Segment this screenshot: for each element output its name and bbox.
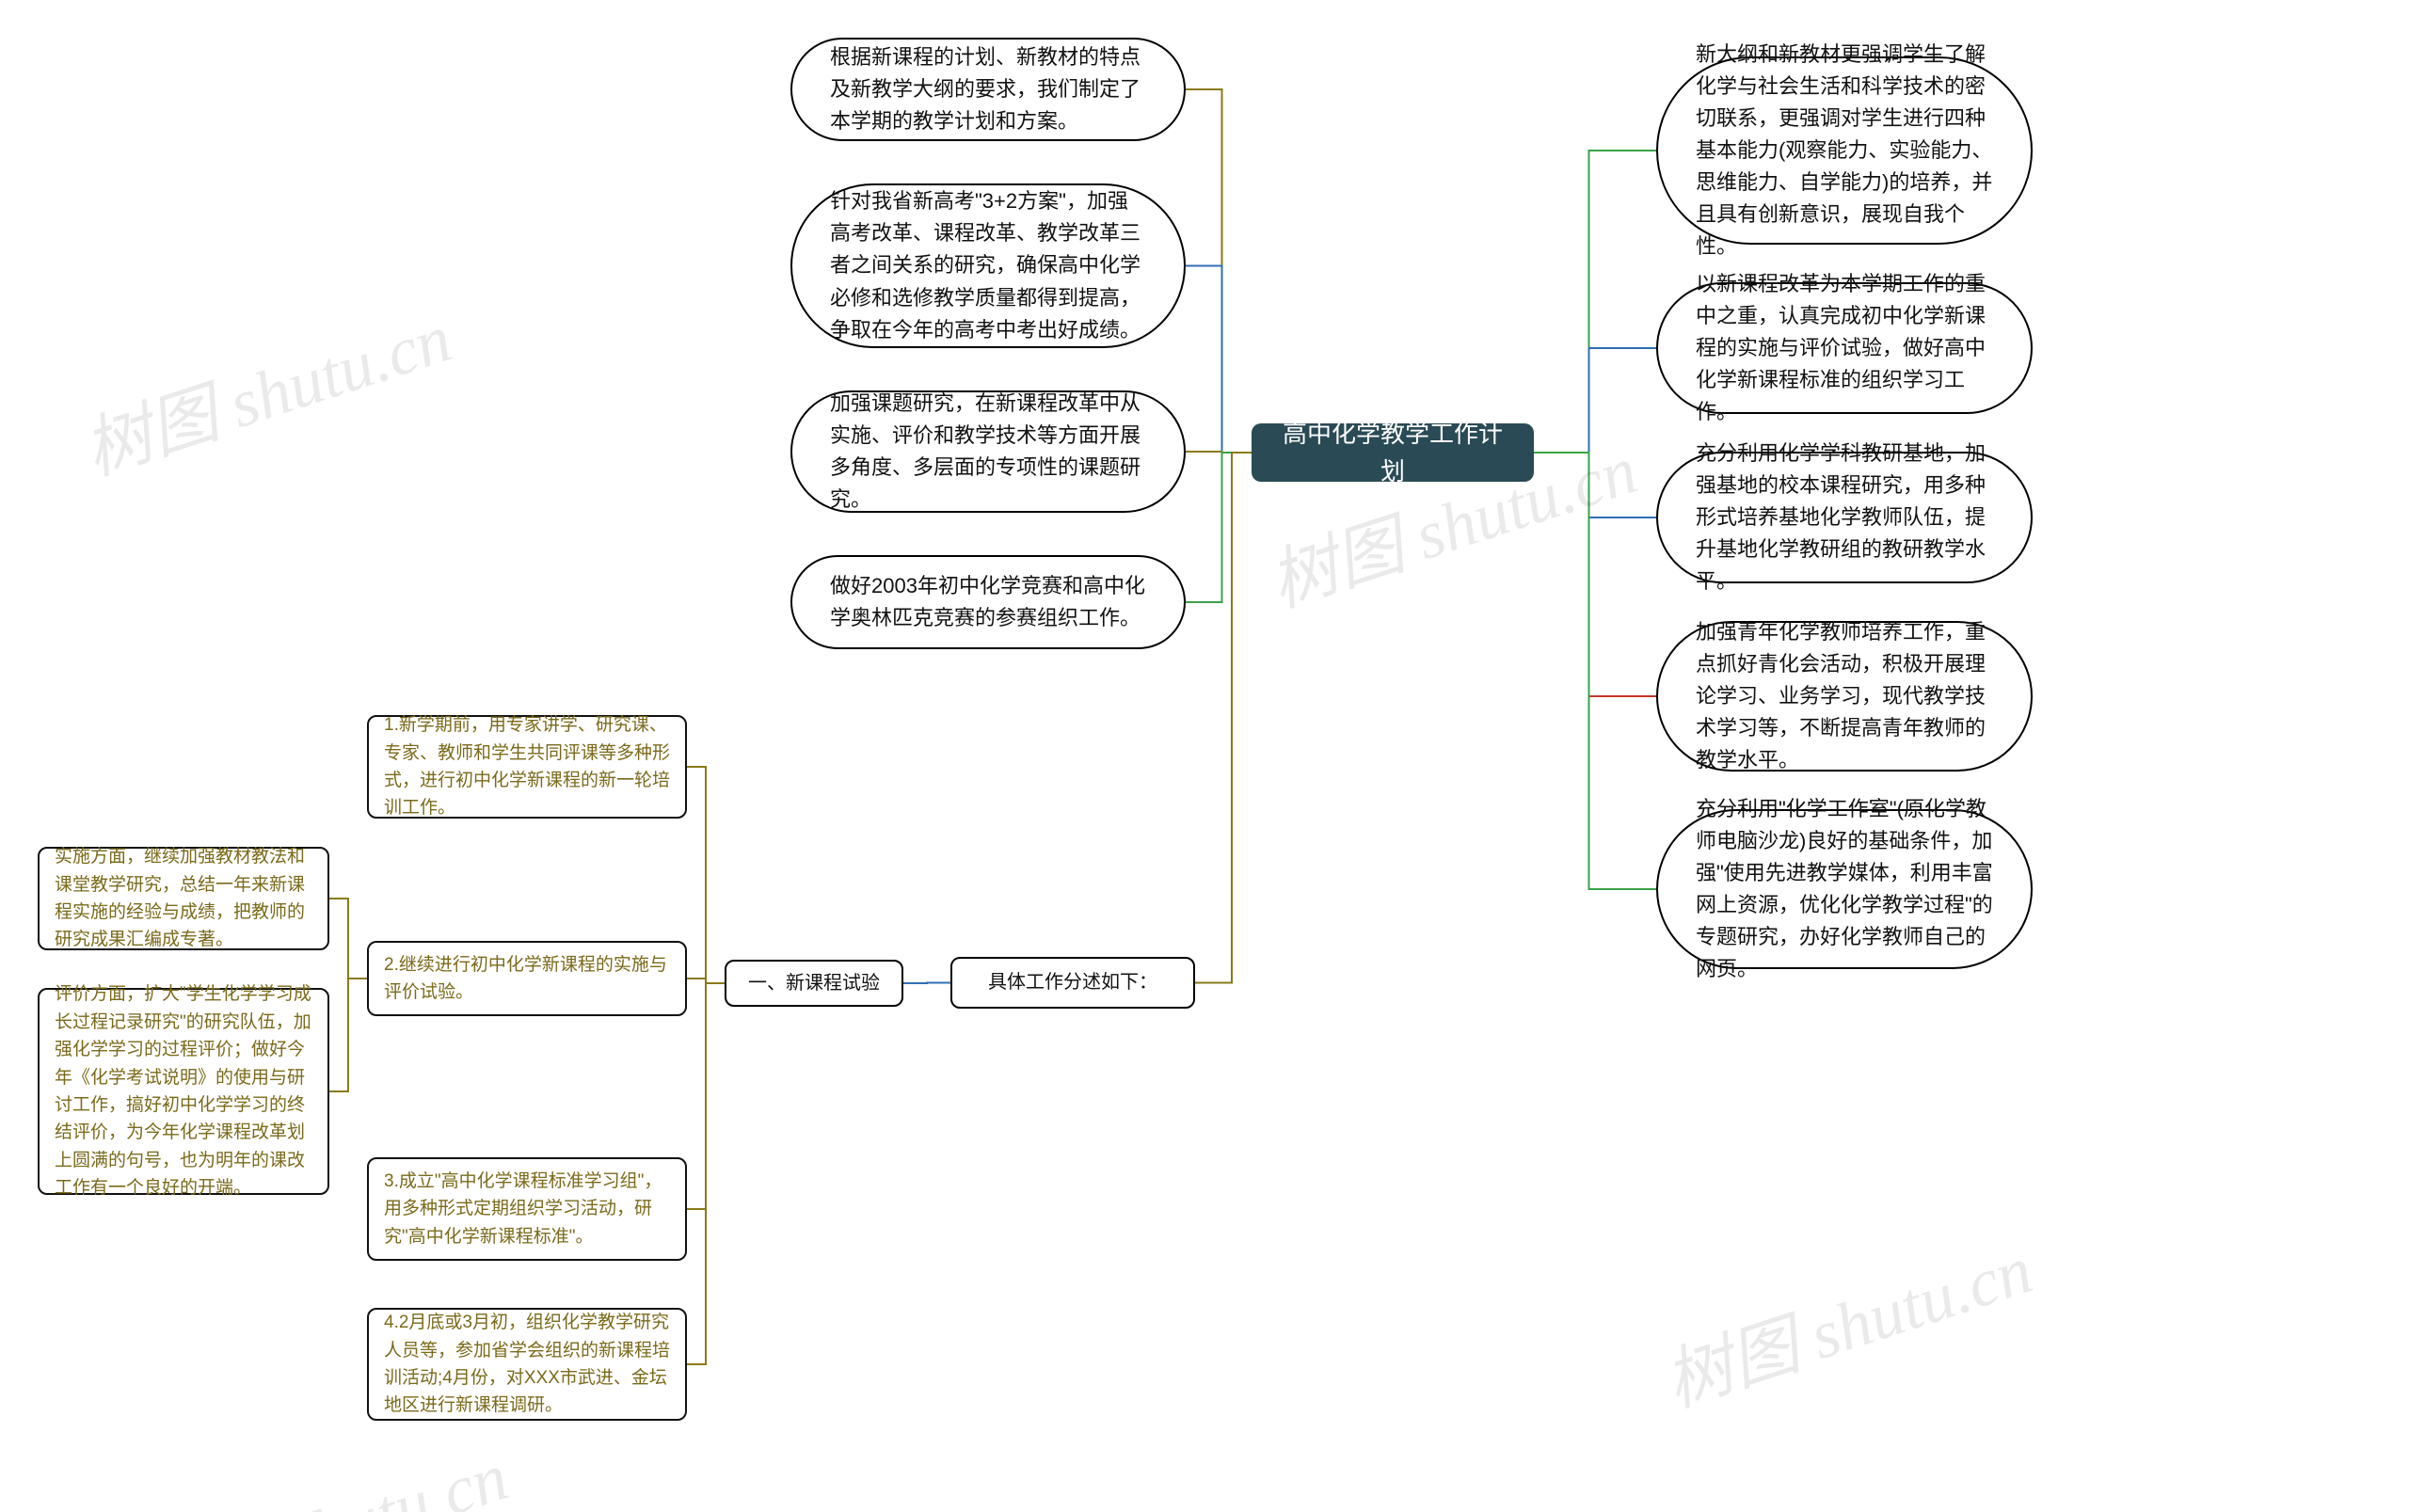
trial-node-text: 一、新课程试验	[748, 969, 880, 998]
trial-child-2-text: 2.继续进行初中化学新课程的实施与评价试验。	[384, 951, 670, 1007]
trial-child-3-text: 3.成立"高中化学课程标准学习组"，用多种形式定期组织学习活动，研究"高中化学新…	[384, 1168, 670, 1250]
detail-node-text: 具体工作分述如下：	[988, 968, 1157, 997]
detail-node: 具体工作分述如下：	[950, 957, 1195, 1009]
center-label: 高中化学教学工作计划	[1278, 415, 1508, 491]
left-upper-node-2-text: 针对我省新高考"3+2方案"，加强高考改革、课程改革、教学改革三者之间关系的研究…	[830, 185, 1146, 345]
watermark-4: 树图 shutu.cn	[1651, 1214, 2043, 1425]
left-upper-node-1: 根据新课程的计划、新教材的特点及新教学大纲的要求，我们制定了本学期的教学计划和方…	[790, 38, 1186, 141]
t2-child-b: 评价方面，扩大"学生化学学习成长过程记录研究"的研究队伍，加强化学学习的过程评价…	[38, 988, 329, 1195]
right-node-5: 充分利用"化学工作室"(原化学教师电脑沙龙)良好的基础条件，加强"使用先进教学媒…	[1656, 809, 2033, 969]
right-node-3-text: 充分利用化学学科教研基地，加强基地的校本课程研究，用多种形式培养基地化学教师队伍…	[1696, 438, 1993, 597]
right-node-1: 新大纲和新教材更强调学生了解化学与社会生活和科学技术的密切联系，更强调对学生进行…	[1656, 56, 2033, 245]
t2-child-a-text: 实施方面，继续加强教材教法和课堂教学研究，总结一年来新课程实施的经验与成绩，把教…	[55, 843, 312, 954]
left-upper-node-3-text: 加强课题研究，在新课程改革中从实施、评价和教学技术等方面开展多角度、多层面的专项…	[830, 388, 1146, 516]
left-upper-node-2: 针对我省新高考"3+2方案"，加强高考改革、课程改革、教学改革三者之间关系的研究…	[790, 183, 1186, 348]
right-node-2-text: 以新课程改革为本学期工作的重中之重，认真完成初中化学新课程的实施与评价试验，做好…	[1696, 268, 1993, 428]
left-upper-node-3: 加强课题研究，在新课程改革中从实施、评价和教学技术等方面开展多角度、多层面的专项…	[790, 390, 1186, 513]
left-upper-node-4-text: 做好2003年初中化学竞赛和高中化学奥林匹克竞赛的参赛组织工作。	[830, 570, 1146, 634]
right-node-4-text: 加强青年化学教师培养工作，重点抓好青化会活动，积极开展理论学习、业务学习，现代教…	[1696, 616, 1993, 776]
trial-child-1: 1.新学期前，用专家讲学、研究课、专家、教师和学生共同评课等多种形式，进行初中化…	[367, 715, 687, 819]
trial-child-3: 3.成立"高中化学课程标准学习组"，用多种形式定期组织学习活动，研究"高中化学新…	[367, 1157, 687, 1261]
trial-child-4: 4.2月底或3月初，组织化学教学研究人员等，参加省学会组织的新课程培训活动;4月…	[367, 1308, 687, 1421]
trial-node: 一、新课程试验	[725, 960, 903, 1007]
watermark-1: 树图 shutu.cn	[70, 282, 462, 494]
right-node-4: 加强青年化学教师培养工作，重点抓好青化会活动，积极开展理论学习、业务学习，现代教…	[1656, 621, 2033, 772]
connectors-layer	[0, 0, 2409, 1512]
right-node-1-text: 新大纲和新教材更强调学生了解化学与社会生活和科学技术的密切联系，更强调对学生进行…	[1696, 39, 1993, 263]
trial-child-4-text: 4.2月底或3月初，组织化学教学研究人员等，参加省学会组织的新课程培训活动;4月…	[384, 1309, 670, 1420]
trial-child-2: 2.继续进行初中化学新课程的实施与评价试验。	[367, 941, 687, 1016]
right-node-5-text: 充分利用"化学工作室"(原化学教师电脑沙龙)良好的基础条件，加强"使用先进教学媒…	[1696, 793, 1993, 986]
watermark-2: 树图 shutu.cn	[126, 1421, 518, 1512]
right-node-2: 以新课程改革为本学期工作的重中之重，认真完成初中化学新课程的实施与评价试验，做好…	[1656, 282, 2033, 414]
t2-child-a: 实施方面，继续加强教材教法和课堂教学研究，总结一年来新课程实施的经验与成绩，把教…	[38, 847, 329, 950]
right-node-3: 充分利用化学学科教研基地，加强基地的校本课程研究，用多种形式培养基地化学教师队伍…	[1656, 452, 2033, 583]
left-upper-node-4: 做好2003年初中化学竞赛和高中化学奥林匹克竞赛的参赛组织工作。	[790, 555, 1186, 649]
left-upper-node-1-text: 根据新课程的计划、新教材的特点及新教学大纲的要求，我们制定了本学期的教学计划和方…	[830, 41, 1146, 137]
center-node: 高中化学教学工作计划	[1252, 423, 1534, 482]
t2-child-b-text: 评价方面，扩大"学生化学学习成长过程记录研究"的研究队伍，加强化学学习的过程评价…	[55, 980, 312, 1202]
trial-child-1-text: 1.新学期前，用专家讲学、研究课、专家、教师和学生共同评课等多种形式，进行初中化…	[384, 711, 670, 822]
